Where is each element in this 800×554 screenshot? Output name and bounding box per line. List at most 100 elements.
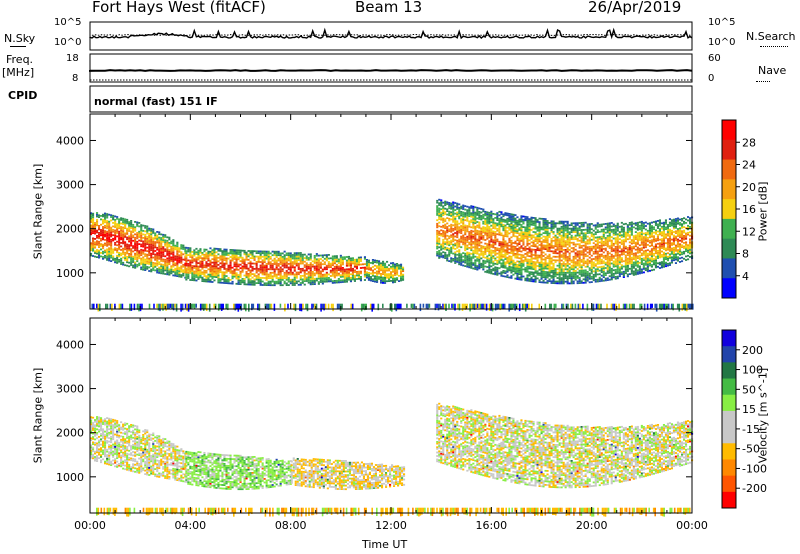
power-cell	[120, 236, 123, 239]
power-cell	[478, 225, 481, 227]
power-cell	[229, 270, 232, 272]
power-cell	[582, 234, 585, 237]
power-cell	[219, 257, 222, 259]
power-cell	[484, 232, 487, 234]
power-cell	[626, 273, 629, 276]
power-cell	[369, 277, 372, 280]
power-cell	[120, 219, 123, 221]
power-cell	[450, 230, 453, 233]
power-cell	[191, 275, 194, 278]
power-cell	[486, 216, 489, 219]
power-cell	[486, 225, 489, 228]
power-cell	[297, 271, 300, 274]
power-cell	[486, 232, 489, 235]
power-cell	[136, 258, 139, 261]
power-cell	[638, 235, 641, 238]
power-cell	[319, 281, 322, 283]
power-cell	[170, 247, 173, 250]
power-cell	[606, 256, 609, 258]
power-cell	[160, 256, 163, 259]
power-cell	[227, 277, 230, 279]
power-cell	[576, 259, 579, 262]
power-cell	[144, 265, 147, 268]
power-cell	[484, 256, 487, 259]
power-cell	[353, 276, 356, 279]
power-cell	[564, 226, 567, 228]
power-cell	[112, 255, 115, 258]
power-cell	[576, 222, 579, 225]
power-cell	[502, 248, 505, 251]
power-cell	[158, 231, 161, 234]
power-cell	[610, 230, 613, 233]
power-cell	[108, 233, 111, 235]
power-cell	[546, 274, 549, 277]
power-cell	[297, 252, 300, 254]
power-cell	[351, 274, 354, 277]
power-cell	[390, 276, 393, 279]
power-cell	[323, 266, 326, 269]
power-cell	[158, 242, 161, 244]
power-cell	[126, 238, 129, 241]
power-cell	[160, 252, 163, 255]
power-cell	[347, 270, 350, 272]
power-cell	[614, 253, 617, 255]
power-cell	[632, 258, 635, 260]
power-cell	[373, 275, 376, 278]
power-cell	[620, 243, 623, 245]
power-cell	[394, 265, 397, 267]
power-cell	[476, 229, 479, 232]
power-cell	[462, 225, 465, 228]
power-cell	[195, 279, 198, 282]
power-cell	[299, 268, 302, 270]
power-cell	[456, 225, 459, 228]
power-cell	[168, 238, 171, 241]
power-cell	[283, 259, 286, 262]
power-cell	[580, 280, 583, 283]
power-cell	[120, 238, 123, 241]
power-cell	[474, 206, 477, 209]
power-cell	[624, 261, 627, 264]
power-cell	[458, 238, 461, 241]
power-cell	[219, 262, 222, 265]
nave-label: Nave	[758, 64, 787, 77]
power-cell	[156, 246, 159, 249]
power-cell	[630, 223, 633, 226]
power-cell	[277, 250, 280, 253]
power-cell	[524, 231, 527, 234]
power-cell	[168, 273, 171, 276]
power-cell	[510, 255, 513, 258]
power-cell	[126, 264, 129, 267]
power-cell	[500, 259, 503, 261]
power-cell	[317, 277, 320, 280]
power-cell	[100, 252, 103, 254]
power-cell	[492, 264, 495, 266]
power-cell	[632, 252, 635, 255]
power-cell	[315, 279, 318, 282]
freq-tick-top: 18	[66, 53, 79, 64]
power-cell	[548, 271, 551, 274]
power-cell	[492, 251, 495, 254]
power-cell	[622, 272, 625, 275]
power-cell	[546, 262, 549, 265]
power-cell	[632, 245, 635, 248]
power-cell	[602, 267, 605, 270]
power-cell	[540, 276, 543, 278]
power-cell	[166, 268, 169, 270]
power-cell	[574, 278, 577, 281]
power-cell	[450, 239, 453, 242]
power-cell	[568, 273, 571, 276]
power-cell	[138, 255, 141, 258]
power-cell	[301, 269, 304, 272]
power-cell	[148, 259, 151, 262]
power-cell	[156, 252, 159, 254]
power-cell	[132, 236, 135, 239]
power-cell	[384, 282, 387, 284]
power-cell	[134, 258, 137, 260]
power-cell	[558, 277, 561, 279]
power-cell	[562, 273, 565, 276]
power-cell	[594, 273, 597, 276]
power-cell	[438, 255, 441, 258]
power-cell	[267, 263, 270, 265]
power-cell	[558, 222, 561, 225]
power-cell	[297, 268, 300, 270]
